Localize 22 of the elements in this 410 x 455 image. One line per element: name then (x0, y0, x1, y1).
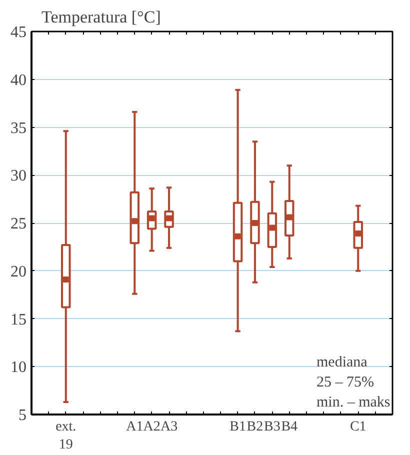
x-tick-label: B4 (281, 420, 298, 434)
y-tick-label: 35 (10, 120, 26, 137)
y-axis-title: Temperatura [°C] (42, 8, 161, 26)
y-tick-label: 10 (10, 359, 26, 376)
x-tick-label: A3 (160, 420, 178, 434)
y-tick-label: 15 (10, 311, 26, 328)
x-tick-label: B2 (246, 420, 264, 434)
y-tick-label: 25 (10, 216, 26, 232)
y-tick-label: 30 (10, 168, 26, 185)
y-tick-label: 40 (10, 72, 26, 89)
annotation: mediana (316, 354, 368, 370)
annotation: min. – maks (316, 394, 390, 410)
y-tick-label: 5 (18, 407, 26, 424)
x-tick-label: ext. 19 (56, 420, 76, 452)
annotation: 25 – 75% (316, 374, 374, 390)
x-tick-label: C1 (350, 420, 366, 434)
x-tick-label: B1 (230, 420, 246, 434)
x-tick-label: A1 (126, 420, 144, 434)
y-tick-label: 45 (10, 24, 26, 41)
x-tick-label: A2 (143, 420, 160, 434)
y-tick-label: 20 (10, 263, 26, 280)
x-tick-label: B3 (264, 420, 280, 434)
